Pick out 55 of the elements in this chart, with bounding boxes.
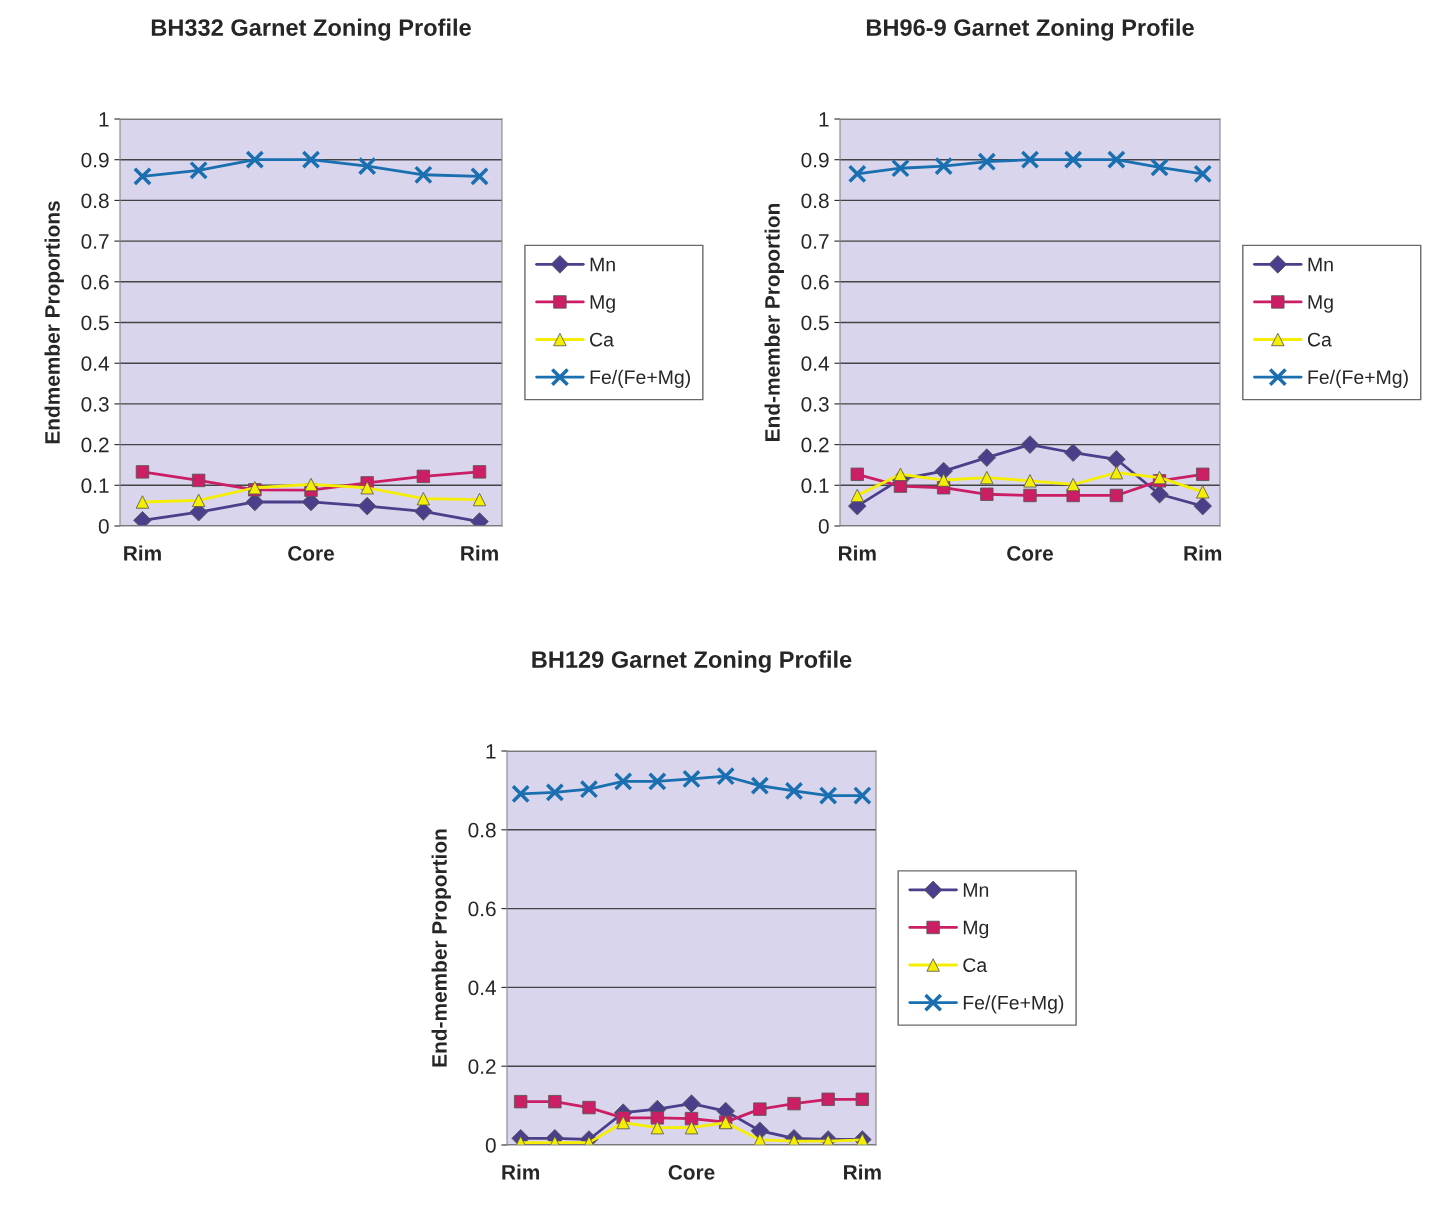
y-tick-label: 0.7 bbox=[801, 234, 829, 249]
x-tick-label: Rim bbox=[124, 545, 161, 561]
x-tick-label: Rim bbox=[461, 545, 498, 561]
y-tick-label: 0.8 bbox=[801, 193, 829, 209]
y-tick-label: 0.2 bbox=[81, 437, 109, 453]
y-tick-label: 0.4 bbox=[81, 356, 109, 371]
legend-label: Mg bbox=[1308, 295, 1333, 313]
legend-label: Ca bbox=[963, 958, 988, 972]
y-tick-label: 0.5 bbox=[81, 315, 109, 331]
y-tick-label: 0.6 bbox=[468, 901, 496, 917]
y-tick-label: 0.3 bbox=[801, 396, 829, 412]
y-axis-title: Endmember Proportions bbox=[44, 201, 64, 444]
y-tick-label: 0.5 bbox=[801, 315, 829, 331]
y-axis-title: End-member Proportion bbox=[764, 203, 784, 441]
chart-title: BH332 Garnet Zoning Profile bbox=[151, 18, 471, 41]
x-tick-label: Rim bbox=[838, 545, 876, 561]
legend-label: Mg bbox=[963, 920, 989, 939]
legend-label: Mn bbox=[963, 883, 989, 897]
y-tick-label: 0 bbox=[98, 519, 109, 534]
y-tick-label: 0.8 bbox=[81, 193, 109, 209]
y-tick-label: 1 bbox=[99, 112, 109, 127]
legend-label: Fe/(Fe+Mg) bbox=[1308, 369, 1408, 388]
y-tick-label: 0.9 bbox=[81, 152, 109, 168]
y-tick-label: 0.6 bbox=[81, 274, 109, 290]
y-tick-label: 0.9 bbox=[801, 152, 829, 168]
x-tick-label: Rim bbox=[502, 1164, 540, 1180]
y-tick-label: 0 bbox=[485, 1138, 496, 1153]
chart-title: BH96-9 Garnet Zoning Profile bbox=[866, 18, 1194, 41]
y-tick-label: 0.3 bbox=[81, 396, 109, 412]
y-tick-label: 0.4 bbox=[801, 356, 829, 371]
legend-label: Fe/(Fe+Mg) bbox=[963, 995, 1064, 1014]
legend-label: Mn bbox=[1308, 257, 1333, 272]
x-tick-label: Rim bbox=[1184, 545, 1222, 561]
legend-label: Ca bbox=[590, 332, 614, 347]
x-tick-label: Core bbox=[668, 1164, 715, 1180]
y-tick-label: 0.6 bbox=[801, 274, 829, 290]
legend-label: Mn bbox=[590, 257, 615, 272]
y-tick-label: 1 bbox=[486, 744, 496, 759]
x-tick-label: Core bbox=[288, 545, 335, 561]
legend-label: Mg bbox=[590, 295, 615, 313]
chart-title: BH129 Garnet Zoning Profile bbox=[532, 650, 852, 673]
y-tick-label: 0 bbox=[818, 519, 829, 534]
y-tick-label: 0.2 bbox=[801, 437, 829, 453]
y-tick-label: 0.8 bbox=[468, 822, 496, 838]
x-tick-label: Rim bbox=[844, 1164, 881, 1180]
y-tick-label: 0.4 bbox=[468, 980, 496, 996]
y-tick-label: 0.1 bbox=[801, 478, 829, 494]
y-tick-label: 0.7 bbox=[81, 234, 109, 249]
legend-label: Ca bbox=[1307, 332, 1332, 347]
y-tick-label: 0.2 bbox=[468, 1059, 496, 1074]
y-tick-label: 1 bbox=[819, 112, 829, 127]
x-tick-label: Core bbox=[1007, 545, 1054, 561]
legend-label: Fe/(Fe+Mg) bbox=[590, 369, 690, 388]
y-tick-label: 0.1 bbox=[81, 478, 109, 494]
y-axis-title: End-member Proportion bbox=[431, 829, 451, 1067]
